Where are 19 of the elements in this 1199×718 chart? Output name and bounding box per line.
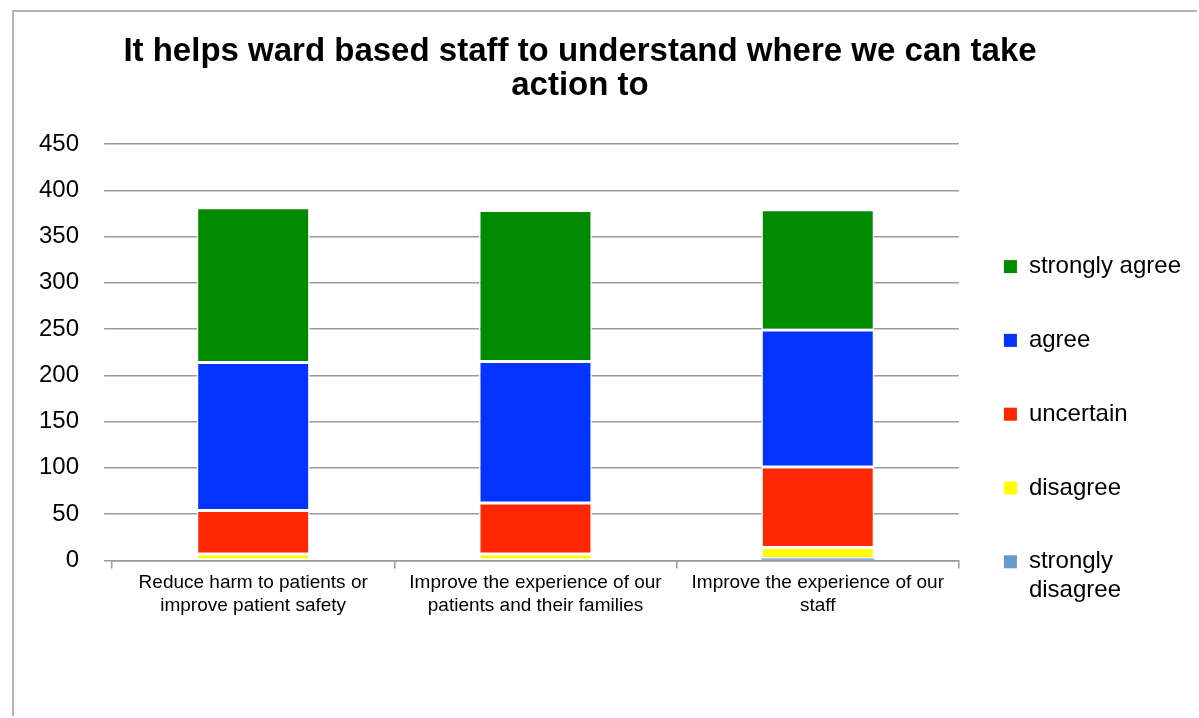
y-tick-label: 150 bbox=[39, 406, 80, 434]
y-tick-label: 250 bbox=[39, 313, 80, 341]
legend-label: disagree bbox=[1028, 472, 1121, 500]
x-tick-label: Reduce harm to patients or improve patient safety bbox=[138, 571, 369, 615]
y-tick-label: 0 bbox=[65, 545, 80, 573]
chart-title: It helps ward based staff to understand where we can take action to bbox=[122, 31, 1038, 102]
y-tick-label: 300 bbox=[39, 267, 80, 295]
y-tick-label: 200 bbox=[39, 359, 80, 387]
y-tick-label: 350 bbox=[39, 221, 80, 249]
legend-label: agree bbox=[1028, 325, 1091, 353]
y-tick-label: 50 bbox=[52, 498, 80, 526]
legend-label: strongly agree bbox=[1028, 251, 1182, 279]
y-tick-label: 100 bbox=[39, 452, 80, 480]
legend-label: uncertain bbox=[1028, 398, 1128, 426]
y-tick-label: 450 bbox=[39, 128, 80, 156]
x-tick-label: Improve the experience of our staff bbox=[691, 571, 945, 615]
x-tick-label: Improve the experience of our patients and their families bbox=[409, 571, 663, 615]
legend-label: strongly disagree bbox=[1028, 546, 1121, 603]
y-tick-label: 400 bbox=[39, 174, 80, 202]
